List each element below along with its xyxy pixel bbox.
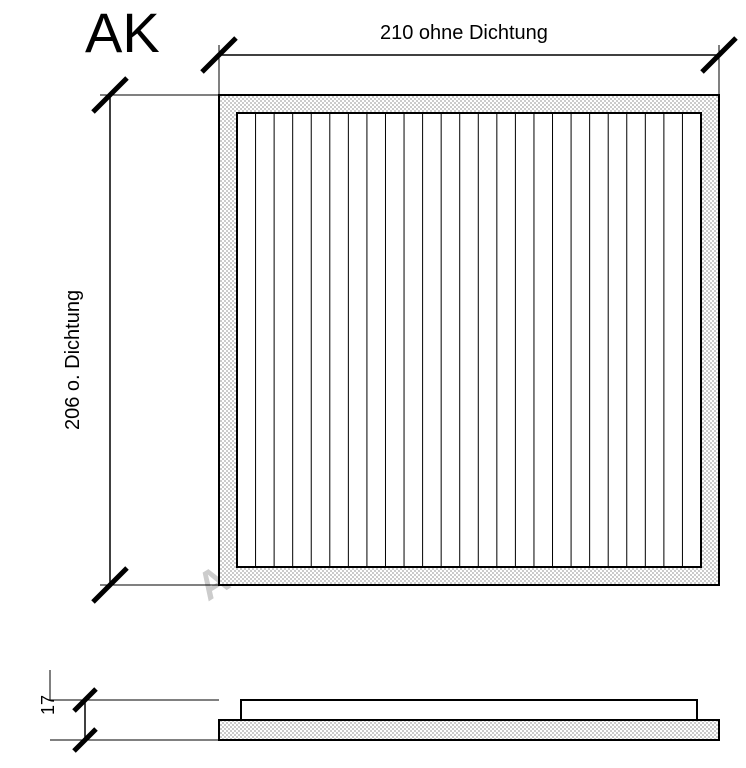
drawing-canvas: AK 210 ohne Dichtung 206 o. Dichtung 17 … <box>0 0 746 768</box>
technical-drawing-svg <box>0 0 746 768</box>
